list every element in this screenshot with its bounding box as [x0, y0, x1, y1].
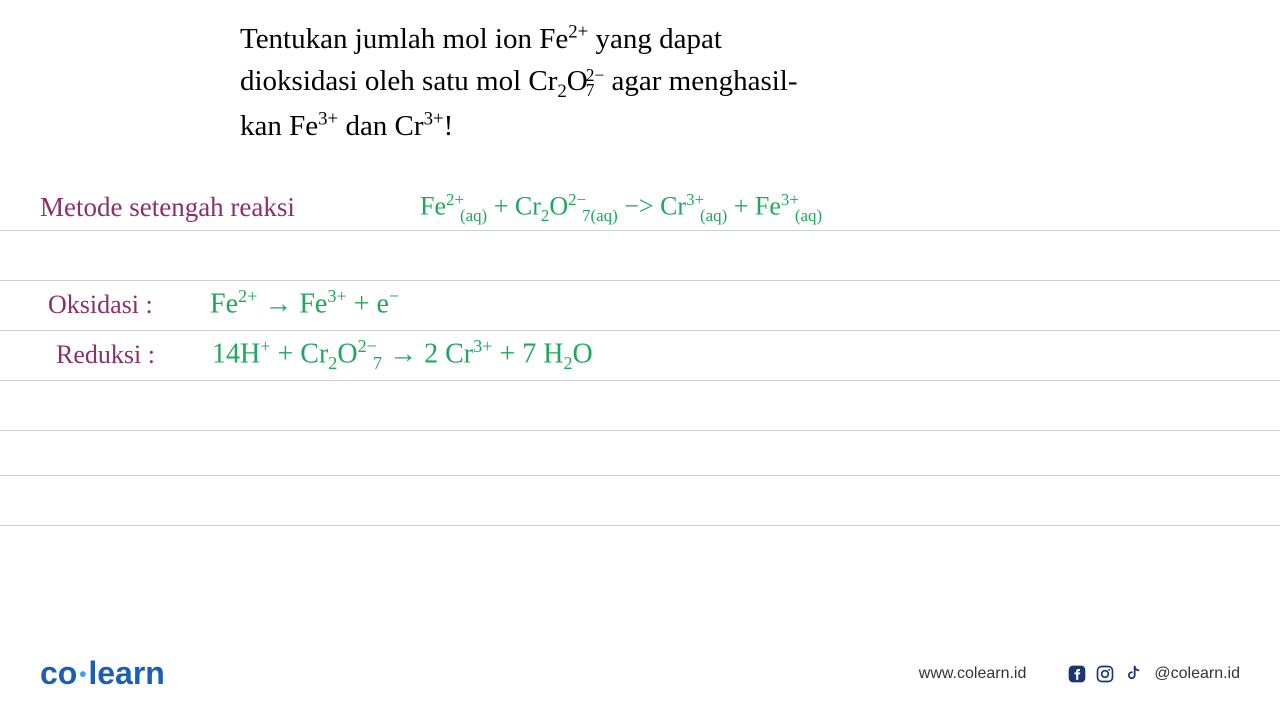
ruled-line — [0, 430, 1280, 431]
reduksi-equation: 14H+ + Cr2O2−7 → 2 Cr3+ + 7 H2O — [212, 336, 593, 374]
ruled-line — [0, 380, 1280, 381]
q-line1-pre: Tentukan jumlah mol ion Fe — [240, 23, 568, 55]
q-line3-post: ! — [444, 110, 454, 142]
q-charge4: 3+ — [424, 109, 444, 130]
ruled-line — [0, 330, 1280, 331]
q-charge1: 2+ — [568, 21, 588, 42]
logo-learn: learn — [88, 655, 164, 691]
q-charge-bot: 7 — [586, 83, 605, 99]
q-line1-post: yang dapat — [588, 23, 722, 55]
tiktok-icon — [1122, 663, 1144, 685]
q-charge3: 3+ — [318, 109, 338, 130]
social-icons: @colearn.id — [1066, 663, 1240, 685]
ruled-line — [0, 280, 1280, 281]
social-handle: @colearn.id — [1154, 665, 1240, 683]
facebook-icon — [1066, 663, 1088, 685]
ruled-line — [0, 230, 1280, 231]
method-label: Metode setengah reaksi — [40, 192, 295, 223]
ruled-line — [0, 475, 1280, 476]
logo-co: co — [40, 655, 77, 691]
footer: co•learn www.colearn.id @colearn.id — [0, 655, 1280, 692]
q-line2-mid: O — [567, 65, 588, 97]
footer-url: www.colearn.id — [919, 665, 1027, 683]
logo-dot-icon: • — [79, 664, 86, 686]
q-line2-post: agar menghasil- — [604, 65, 797, 97]
q-line2-pre: dioksidasi oleh satu mol Cr — [240, 65, 557, 97]
reduksi-label: Reduksi : — [56, 340, 155, 370]
instagram-icon — [1094, 663, 1116, 685]
q-supsub: 2−7 — [586, 68, 605, 99]
q-line3-pre: kan Fe — [240, 110, 318, 142]
main-equation: Fe2+(aq) + Cr2O2−7(aq) −> Cr3+(aq) + Fe3… — [420, 190, 822, 226]
logo: co•learn — [40, 655, 165, 692]
q-line3-mid: dan Cr — [338, 110, 423, 142]
ruled-line — [0, 525, 1280, 526]
q-sub1: 2 — [557, 81, 566, 102]
oksidasi-label: Oksidasi : — [48, 290, 153, 320]
question-text: Tentukan jumlah mol ion Fe2+ yang dapat … — [240, 18, 1040, 147]
oksidasi-equation: Fe2+ → Fe3+ + e− — [210, 286, 399, 320]
